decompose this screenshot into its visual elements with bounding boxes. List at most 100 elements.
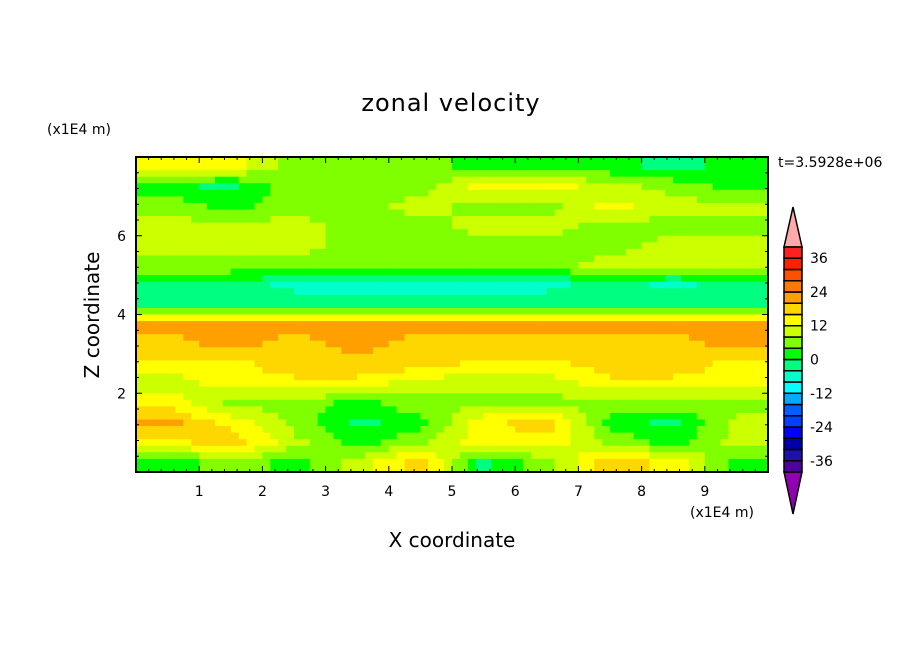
heatmap-cell <box>633 452 643 460</box>
heatmap-cell <box>294 458 303 467</box>
heatmap-cell <box>554 163 564 171</box>
heatmap-cell <box>594 307 603 316</box>
heatmap-cell <box>673 262 682 270</box>
heatmap-cell <box>728 314 737 322</box>
heatmap-cell <box>207 445 216 453</box>
heatmap-cell <box>151 465 161 473</box>
heatmap-cell <box>199 209 208 217</box>
heatmap-cell <box>222 386 232 394</box>
heatmap-cell <box>475 202 485 211</box>
heatmap-cell <box>317 281 327 289</box>
heatmap-cell <box>270 340 279 348</box>
heatmap-cell <box>278 202 287 211</box>
heatmap-cell <box>720 183 730 191</box>
heatmap-cell <box>673 176 682 184</box>
heatmap-cell <box>586 189 595 197</box>
heatmap-cell <box>199 452 208 460</box>
heatmap-cell <box>523 412 532 421</box>
heatmap-cell <box>388 458 398 467</box>
heatmap-cell <box>309 176 319 184</box>
heatmap-cell <box>744 222 753 230</box>
heatmap-cell <box>444 255 453 263</box>
heatmap-cell <box>151 202 161 211</box>
heatmap-cell <box>515 419 524 427</box>
heatmap-cell <box>136 353 145 362</box>
heatmap-cell <box>151 281 161 289</box>
heatmap-cell <box>602 334 611 342</box>
heatmap-cell <box>689 209 698 217</box>
heatmap-cell <box>467 229 477 237</box>
heatmap-cell <box>578 340 587 348</box>
heatmap-cell <box>467 445 477 453</box>
heatmap-cell <box>412 163 421 171</box>
heatmap-cell <box>380 157 390 165</box>
heatmap-cell <box>294 452 303 460</box>
heatmap-cell <box>752 380 761 388</box>
heatmap-cell <box>538 380 548 388</box>
heatmap-cell <box>357 393 366 401</box>
heatmap-cell <box>238 216 248 224</box>
heatmap-cell <box>554 202 564 211</box>
heatmap-cell <box>159 209 169 217</box>
heatmap-cell <box>199 347 208 355</box>
heatmap-cell <box>752 399 761 407</box>
heatmap-cell <box>752 334 761 342</box>
heatmap-cell <box>349 170 358 178</box>
heatmap-cell <box>286 353 295 362</box>
heatmap-cell <box>365 412 374 421</box>
heatmap-cell <box>167 163 177 171</box>
heatmap-cell <box>704 275 714 283</box>
colorbar-box <box>783 313 803 327</box>
heatmap-cell <box>333 229 342 237</box>
heatmap-cell <box>641 176 651 184</box>
heatmap-cell <box>317 222 327 230</box>
heatmap-cell <box>143 367 153 375</box>
heatmap-cell <box>191 432 200 440</box>
heatmap-cell <box>191 439 200 447</box>
heatmap-cell <box>475 176 485 184</box>
heatmap-cell <box>333 445 342 453</box>
heatmap-cell <box>515 452 524 460</box>
heatmap-cell <box>728 432 737 440</box>
heatmap-cell <box>230 458 240 467</box>
heatmap-cell <box>546 275 556 283</box>
heatmap-cell <box>175 294 184 302</box>
heatmap-cell <box>136 189 145 197</box>
heatmap-cell <box>444 367 453 375</box>
heatmap-cell <box>744 301 753 309</box>
heatmap-cell <box>712 216 722 224</box>
heatmap-cell <box>665 406 674 414</box>
heatmap-cell <box>704 445 714 453</box>
heatmap-cell <box>515 176 524 184</box>
heatmap-cell <box>301 314 311 322</box>
heatmap-cell <box>689 196 698 204</box>
heatmap-cell <box>610 157 619 165</box>
heatmap-cell <box>444 426 453 434</box>
heatmap-cell <box>191 465 200 473</box>
heatmap-cell <box>309 393 319 401</box>
heatmap-cell <box>736 262 745 270</box>
heatmap-cell <box>333 189 342 197</box>
heatmap-cell <box>136 327 145 335</box>
heatmap-cell <box>143 321 153 329</box>
heatmap-cell <box>617 327 627 335</box>
heatmap-cell <box>380 373 390 381</box>
heatmap-cell <box>736 268 745 276</box>
heatmap-cell <box>483 248 493 257</box>
heatmap-cell <box>349 353 358 362</box>
heatmap-cell <box>744 321 753 329</box>
heatmap-cell <box>689 347 698 355</box>
heatmap-cell <box>159 235 169 243</box>
heatmap-cell <box>270 170 279 178</box>
heatmap-cell <box>523 229 532 237</box>
heatmap-cell <box>159 353 169 362</box>
heatmap-cell <box>270 183 279 191</box>
heatmap-cell <box>365 465 374 473</box>
heatmap-cell <box>373 275 382 283</box>
heatmap-cell <box>167 465 177 473</box>
heatmap-cell <box>349 229 358 237</box>
heatmap-cell <box>649 242 658 250</box>
heatmap-cell <box>167 262 177 270</box>
heatmap-cell <box>704 268 714 276</box>
heatmap-cell <box>538 452 548 460</box>
